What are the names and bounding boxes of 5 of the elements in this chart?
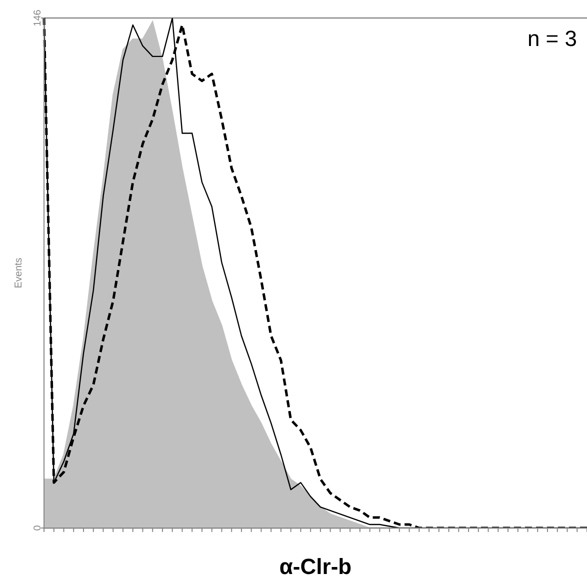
x-axis-title: α-Clr-b [279,554,352,579]
y-tick-label: 0 [32,524,44,531]
y-tick-label: 146 [32,9,44,26]
y-axis-title: Events [14,258,25,288]
annotation: n = 3 [527,26,577,52]
